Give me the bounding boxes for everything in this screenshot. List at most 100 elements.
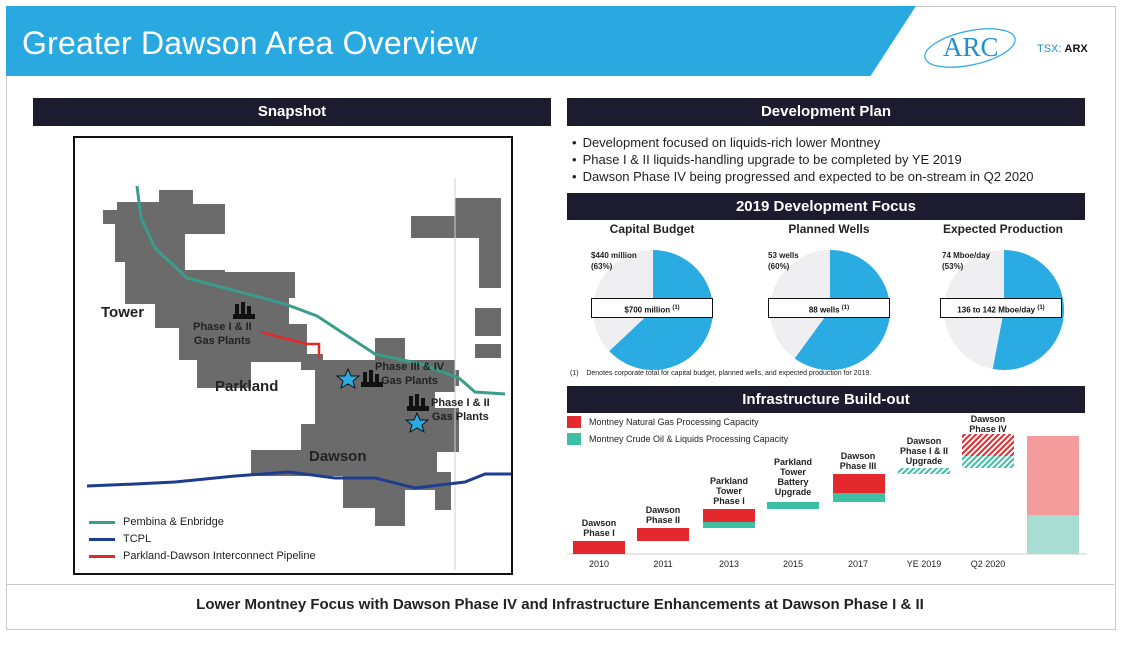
small-line: 53 wells xyxy=(768,251,799,260)
column-label: Dawson Phase III xyxy=(818,451,898,471)
column-label-line: Phase III xyxy=(839,461,877,471)
interconnect-pipeline xyxy=(260,330,321,358)
bar-2013-liquids xyxy=(703,522,755,528)
label-line: Phase I & II xyxy=(193,321,252,333)
infrastructure-chart xyxy=(567,434,1087,555)
bar-2013-gas xyxy=(703,509,755,522)
star-icon xyxy=(335,367,361,390)
label-line: Gas Plants xyxy=(431,411,489,423)
label-line: Gas Plants xyxy=(381,375,438,387)
bar-ye2019 xyxy=(898,468,950,474)
column-label-line: Dawson xyxy=(645,505,681,515)
bar-q22020-gas xyxy=(962,434,1014,456)
label-phase34-plants: Phase III & IV Gas Plants xyxy=(375,360,444,388)
box-text: $700 million xyxy=(624,305,671,315)
bullet-item: Dawson Phase IV being progressed and exp… xyxy=(572,168,1034,185)
development-bullets: Development focused on liquids-rich lowe… xyxy=(572,134,1034,185)
column-label-line: Dawson xyxy=(970,414,1006,424)
infrastructure-bar: Infrastructure Build-out xyxy=(567,386,1085,413)
legend-line xyxy=(89,520,115,524)
column-label-line: Battery xyxy=(777,477,809,487)
production-small: 74 Mboe/day (53%) xyxy=(942,250,990,272)
legend-swatch xyxy=(567,433,581,445)
legend-label: Pembina & Enbridge xyxy=(123,516,224,528)
box-text: 88 wells xyxy=(808,305,840,315)
label-line: Phase III & IV xyxy=(375,361,445,373)
column-label-line: Tower xyxy=(780,467,806,477)
label-line: Gas Plants xyxy=(193,335,251,347)
star-icon xyxy=(404,411,430,434)
small-line: 74 Mboe/day xyxy=(942,251,991,260)
legend-swatch xyxy=(567,416,581,428)
bullet-item: Phase I & II liquids-handling upgrade to… xyxy=(572,151,1034,168)
legend-label: TCPL xyxy=(123,533,152,545)
logo-text: ARC xyxy=(943,32,999,62)
column-year: 2017 xyxy=(847,559,869,569)
label-tower-plants: Phase I & II Gas Plants xyxy=(193,320,252,348)
legend-gas: Montney Natural Gas Processing Capacity xyxy=(567,416,759,428)
column-label-line: Parkland xyxy=(773,457,813,467)
ticker-label: TSX: xyxy=(1037,43,1062,55)
land-holdings xyxy=(103,190,501,526)
legend-label: Parkland-Dawson Interconnect Pipeline xyxy=(123,550,316,562)
column-label-line: Phase II xyxy=(645,515,681,525)
column-label: Dawson Phase II xyxy=(623,505,703,525)
plant-icons xyxy=(233,302,429,411)
legend-line xyxy=(89,554,115,558)
column-label-line: Tower xyxy=(716,486,742,496)
legend-interconnect: Parkland-Dawson Interconnect Pipeline xyxy=(89,550,316,562)
arc-logo: ARC xyxy=(924,28,1016,68)
snapshot-bar: Snapshot xyxy=(33,98,551,126)
footnote: (1) Denotes corporate total for capital … xyxy=(570,370,871,377)
label-parkland: Parkland xyxy=(215,378,279,395)
label-dawson12-plants: Phase I & II Gas Plants xyxy=(431,396,490,424)
column-year: YE 2019 xyxy=(906,559,942,569)
column-label-line: Parkland xyxy=(709,476,749,486)
focus-bar: 2019 Development Focus xyxy=(567,193,1085,220)
box-sup: (1) xyxy=(672,305,680,311)
column-label: Dawson Phase I xyxy=(559,518,639,538)
bullet-item: Development focused on liquids-rich lowe… xyxy=(572,134,1034,151)
pembina-pipeline xyxy=(135,185,506,396)
legend-label: Montney Crude Oil & Liquids Processing C… xyxy=(589,434,789,444)
bar-2011 xyxy=(637,528,689,541)
wells-total-box: 88 wells (1) xyxy=(768,298,890,318)
column-label-line: Phase I xyxy=(583,528,615,538)
small-line: $440 million xyxy=(591,251,637,260)
planned-wells-chart: Planned Wells 53 wells (60%) xyxy=(744,222,914,372)
capital-total-box: $700 million (1) xyxy=(591,298,713,318)
column-label-line: Phase IV xyxy=(969,424,1007,434)
column-label: Dawson Phase IV xyxy=(948,414,1028,434)
column-label: Parkland Tower Battery Upgrade xyxy=(753,457,833,497)
bar-total-gas xyxy=(1027,436,1079,515)
footer-text: Lower Montney Focus with Dawson Phase IV… xyxy=(196,596,924,613)
legend-pembina: Pembina & Enbridge xyxy=(89,516,224,528)
column-year: 2013 xyxy=(718,559,740,569)
box-sup: (1) xyxy=(1037,305,1045,311)
column-label-line: Upgrade xyxy=(774,487,812,497)
column-label-line: Phase I xyxy=(713,496,745,506)
column-year: Q2 2020 xyxy=(970,559,1006,569)
footnote-marker: (1) xyxy=(570,370,579,377)
label-line: Phase I & II xyxy=(431,397,490,409)
snapshot-map: Tower Parkland Dawson Phase I & II Gas P… xyxy=(73,136,513,575)
legend-line xyxy=(89,537,115,541)
title-banner: Greater Dawson Area Overview xyxy=(6,6,916,76)
column-year: 2011 xyxy=(653,559,673,569)
chart-title: Planned Wells xyxy=(788,222,870,236)
footer-divider xyxy=(6,584,1114,585)
chart-title: Capital Budget xyxy=(609,222,695,236)
ticker-symbol: ARX xyxy=(1064,43,1088,55)
bar-2010 xyxy=(573,541,625,554)
column-label-line: Dawson xyxy=(840,451,876,461)
legend-liquids: Montney Crude Oil & Liquids Processing C… xyxy=(567,433,788,445)
footnote-text: Denotes corporate total for capital budg… xyxy=(586,370,872,377)
expected-production-chart: Expected Production 74 Mboe/day (53%) xyxy=(918,222,1088,372)
small-line: (60%) xyxy=(768,262,790,271)
column-label-line: Dawson xyxy=(581,518,617,528)
column-year: 2010 xyxy=(588,559,610,569)
column-label-line: Upgrade xyxy=(905,456,943,466)
wells-small: 53 wells (60%) xyxy=(768,250,799,272)
page-title: Greater Dawson Area Overview xyxy=(22,25,478,61)
column-label: Dawson Phase I & II Upgrade xyxy=(884,436,964,466)
